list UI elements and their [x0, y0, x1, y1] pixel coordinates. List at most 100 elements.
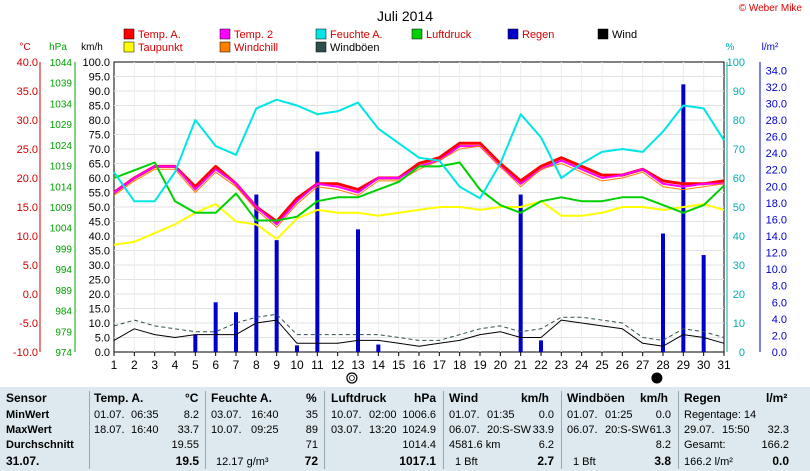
rain-tick-label: 2.0 — [772, 330, 787, 342]
x-tick-label: 5 — [192, 358, 199, 372]
temp-axis-unit: °C — [19, 42, 30, 53]
humidity-min-time: 16:40 — [251, 409, 279, 421]
axis-ticks: -10.0 -5.0 0.0 5.0 10.0 15.0 20.0 25.0 30.0 35.0 4… — [13, 57, 787, 359]
column-divider — [561, 391, 562, 469]
x-tick-label: 1 — [111, 358, 118, 372]
pressure-max-value: 1024.9 — [402, 424, 436, 436]
rain-bars — [193, 84, 706, 352]
wind-max-date: 06.07. — [449, 424, 480, 436]
wind-axis-unit: km/h — [81, 42, 103, 53]
moon-markers — [346, 372, 663, 384]
x-tick-label: 22 — [534, 358, 548, 372]
rain-total-today: 166.2 l/m² — [684, 456, 733, 468]
statistics-table: Sensor MinWert MaxWert Durchschnitt 31.0… — [0, 387, 810, 471]
pressure-average: 1014.4 — [402, 439, 436, 451]
wind-min-date: 01.07. — [449, 409, 480, 421]
humidity-min-date: 03.07. — [211, 409, 242, 421]
legend-swatch — [597, 28, 609, 40]
legend-swatch — [123, 41, 135, 53]
rain-bar — [193, 334, 198, 352]
humidity-min-value: 35 — [305, 409, 318, 421]
gust-unit: km/h — [640, 391, 669, 405]
rain-tick-label: 30.0 — [766, 98, 787, 110]
rain-unit: l/m² — [766, 391, 788, 405]
wind-average: 6.2 — [538, 439, 554, 451]
pressure-min-date: 10.07. — [331, 409, 362, 421]
grid — [114, 62, 724, 352]
temp-tick-label: 5.0 — [23, 260, 38, 272]
wind-tick-label: 25.0 — [89, 275, 110, 287]
x-tick-label: 17 — [433, 358, 447, 372]
legend-label: Feuchte A. — [330, 29, 383, 41]
legend-swatch — [315, 28, 327, 40]
rain-bar — [539, 340, 543, 352]
gust-min-time: 01:25 — [605, 409, 633, 421]
humidity-tick-label: 50 — [733, 202, 745, 214]
wind-tick-label: 0.0 — [95, 347, 110, 359]
wind-tick-label: 30.0 — [89, 260, 110, 272]
x-tick-label: 13 — [351, 358, 365, 372]
rain-bar — [234, 312, 238, 352]
rain-tick-label: 6.0 — [772, 297, 787, 309]
temp-tick-label: 30.0 — [17, 115, 38, 127]
rain-bar — [213, 302, 218, 352]
pressure-tick-label: 1034 — [50, 99, 73, 110]
x-tick-label: 15 — [392, 358, 406, 372]
rain-tick-label: 22.0 — [766, 165, 787, 177]
x-tick-label: 31 — [717, 358, 731, 372]
humidity-tick-label: 90 — [733, 86, 745, 98]
pressure-tick-label: 974 — [55, 348, 72, 359]
x-tick-label: 12 — [331, 358, 345, 372]
gust-min-value: 0.0 — [655, 409, 671, 421]
rain-tick-label: 4.0 — [772, 314, 787, 326]
wind-tick-label: 60.0 — [89, 173, 110, 185]
x-tick-label: 26 — [616, 358, 630, 372]
pressure-tick-label: 1004 — [50, 224, 73, 235]
temp-tick-label: 20.0 — [17, 173, 38, 185]
series-line-wind — [113, 319, 725, 347]
x-tick-label: 16 — [412, 358, 426, 372]
series-line-feuchte-a- — [113, 98, 725, 203]
column-divider — [678, 391, 679, 469]
humidity-tick-label: 100 — [727, 57, 745, 69]
humidity-tick-label: 10 — [733, 318, 745, 330]
rain-tick-label: 20.0 — [766, 181, 787, 193]
temp-tick-label: -10.0 — [13, 347, 38, 359]
x-axis-ticks: 1 2 3 4 5 6 7 8 9 10 11 12 13 14 15 16 17 18 19 20 21 22 23 24 2… — [111, 352, 731, 372]
x-tick-label: 2 — [131, 358, 138, 372]
temp-tick-label: -5.0 — [19, 318, 38, 330]
pressure-tick-label: 989 — [55, 286, 72, 297]
rain-axis-unit: l/m² — [762, 42, 779, 53]
pressure-min-value: 1006.6 — [402, 409, 436, 421]
x-tick-label: 8 — [253, 358, 260, 372]
humidity-unit: % — [306, 391, 317, 405]
humidity-tick-label: 30 — [733, 260, 745, 272]
rain-bar — [661, 233, 665, 352]
humidity-tick-label: 40 — [733, 231, 745, 243]
legend-label: Windböen — [330, 42, 380, 54]
temp-tick-label: 25.0 — [17, 144, 38, 156]
rain-bar — [274, 240, 279, 352]
legend-label: Windchill — [234, 42, 278, 54]
legend-label: Temp. A. — [138, 29, 181, 41]
pressure-tick-label: 1039 — [50, 79, 73, 90]
legend-swatch — [219, 41, 231, 53]
row-label-sensor: Sensor — [6, 391, 47, 405]
temp-title: Temp. A. — [94, 391, 144, 405]
humidity-tick-label: 20 — [733, 289, 745, 301]
rain-title: Regen — [684, 391, 721, 405]
pressure-tick-label: 1029 — [50, 120, 73, 131]
x-tick-label: 30 — [697, 358, 711, 372]
gust-average: 8.2 — [655, 439, 671, 451]
rain-tick-label: 18.0 — [766, 198, 787, 210]
gust-max-date: 06.07. — [567, 424, 598, 436]
wind-tick-label: 100.0 — [82, 57, 110, 69]
humidity-max-date: 10.07. — [211, 424, 242, 436]
wind-tick-label: 5.0 — [95, 333, 110, 345]
temp-max-value: 33.7 — [177, 424, 199, 436]
rain-bar — [518, 194, 523, 352]
rain-tick-label: 10.0 — [766, 264, 787, 276]
rain-max-date: 29.07. — [684, 424, 715, 436]
pressure-axis-unit: hPa — [49, 42, 67, 53]
rain-tick-label: 34.0 — [766, 65, 787, 77]
